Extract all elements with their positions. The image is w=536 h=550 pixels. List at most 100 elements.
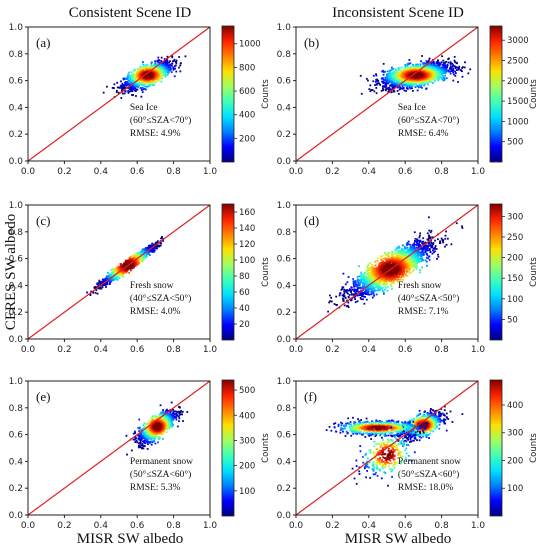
scatter-point [353,293,356,296]
scatter-point [354,292,357,294]
scatter-point [385,87,388,90]
scatter-point [417,85,420,88]
scatter-point [411,77,414,80]
scatter-point [418,236,421,239]
scatter-point [443,62,446,65]
scatter-points [327,216,464,313]
scatter-point [380,89,383,92]
scatter-point [346,281,349,284]
scatter-point [457,81,459,83]
scatter-point [142,88,145,91]
scatter-point [151,80,154,83]
scatter-point [154,81,157,84]
scatter-point [133,255,136,258]
scatter-point [153,84,156,86]
scatter-point [382,62,385,65]
scatter-point [360,92,363,95]
scatter-point [157,65,160,68]
annotation-rmse: RMSE: 6.4% [398,129,449,139]
scatter-point [413,231,416,234]
scatter-point [461,225,463,228]
scatter-point [390,69,393,72]
annotation-surface: Sea Ice [398,103,426,113]
scatter-point [428,216,430,219]
scatter-point [156,245,159,248]
scatter-point [111,271,114,274]
scatter-point [128,83,130,86]
scatter-point [455,66,458,69]
scatter-point [444,71,447,74]
colorbar-tick-label: 2500 [507,57,529,67]
scatter-point [420,60,422,63]
scatter-point [129,76,131,79]
scatter-point [136,72,139,75]
scatter-point [106,85,108,88]
x-tick-label: 0.0 [289,167,304,177]
scatter-point [414,86,417,88]
scatter-point [160,68,163,70]
scatter-point [422,237,425,240]
scatter-point [155,80,158,83]
scatter-point [461,75,464,78]
scatter-point [184,55,187,58]
scatter-point [161,62,163,65]
scatter-point [121,92,124,95]
scatter-point [140,82,142,85]
scatter-point [400,69,402,72]
scatter-point [134,69,137,71]
scatter-point [342,300,345,302]
scatter-point [173,75,176,78]
scatter-point [443,78,446,81]
scatter-point [131,267,134,270]
scatter-point [143,248,146,251]
scatter-point [132,75,135,78]
scatter-point [433,80,436,82]
scatter-point [389,79,392,82]
scatter-point [434,250,436,253]
scatter-point [443,66,445,69]
scatter-point [429,244,432,247]
scatter-point [408,82,410,85]
scatter-point [160,56,163,59]
scatter-point [424,83,427,85]
scatter-point [117,265,120,268]
scatter-point [421,240,424,243]
scatter-point [386,77,389,80]
scatter-point [444,74,446,77]
scatter-point [415,64,418,67]
scatter-point [138,70,141,73]
scatter-point [127,90,129,92]
colorbar-tick-label: 140 [239,224,255,234]
scatter-point [140,87,142,89]
scatter-point [438,64,441,67]
scatter-point [133,73,136,76]
scatter-point [116,86,119,89]
scatter-point [150,244,153,247]
scatter-point [407,84,410,87]
scatter-point [116,278,119,281]
scatter-point [405,83,408,86]
scatter-point [109,281,111,284]
scatter-point [157,78,160,81]
scatter-point [388,86,391,89]
scatter-point [169,64,172,66]
scatter-point [386,87,389,90]
scatter-point [121,82,124,85]
scatter-point [393,90,396,93]
scatter-point [163,61,166,63]
colorbar-tick-label: 400 [239,111,255,121]
scatter-point [130,81,133,84]
scatter-point [391,72,394,75]
scatter-point [389,75,392,78]
scatter-point [451,69,454,71]
scatter-point [104,284,107,286]
y-tick-label: 0.4 [9,103,24,113]
scatter-point [428,57,431,60]
scatter-point [388,90,391,93]
scatter-point [128,74,131,77]
scatter-point [335,295,338,298]
scatter-point [136,73,139,76]
scatter-point [414,80,417,82]
scatter-point [362,295,365,298]
scatter-point [359,74,362,77]
